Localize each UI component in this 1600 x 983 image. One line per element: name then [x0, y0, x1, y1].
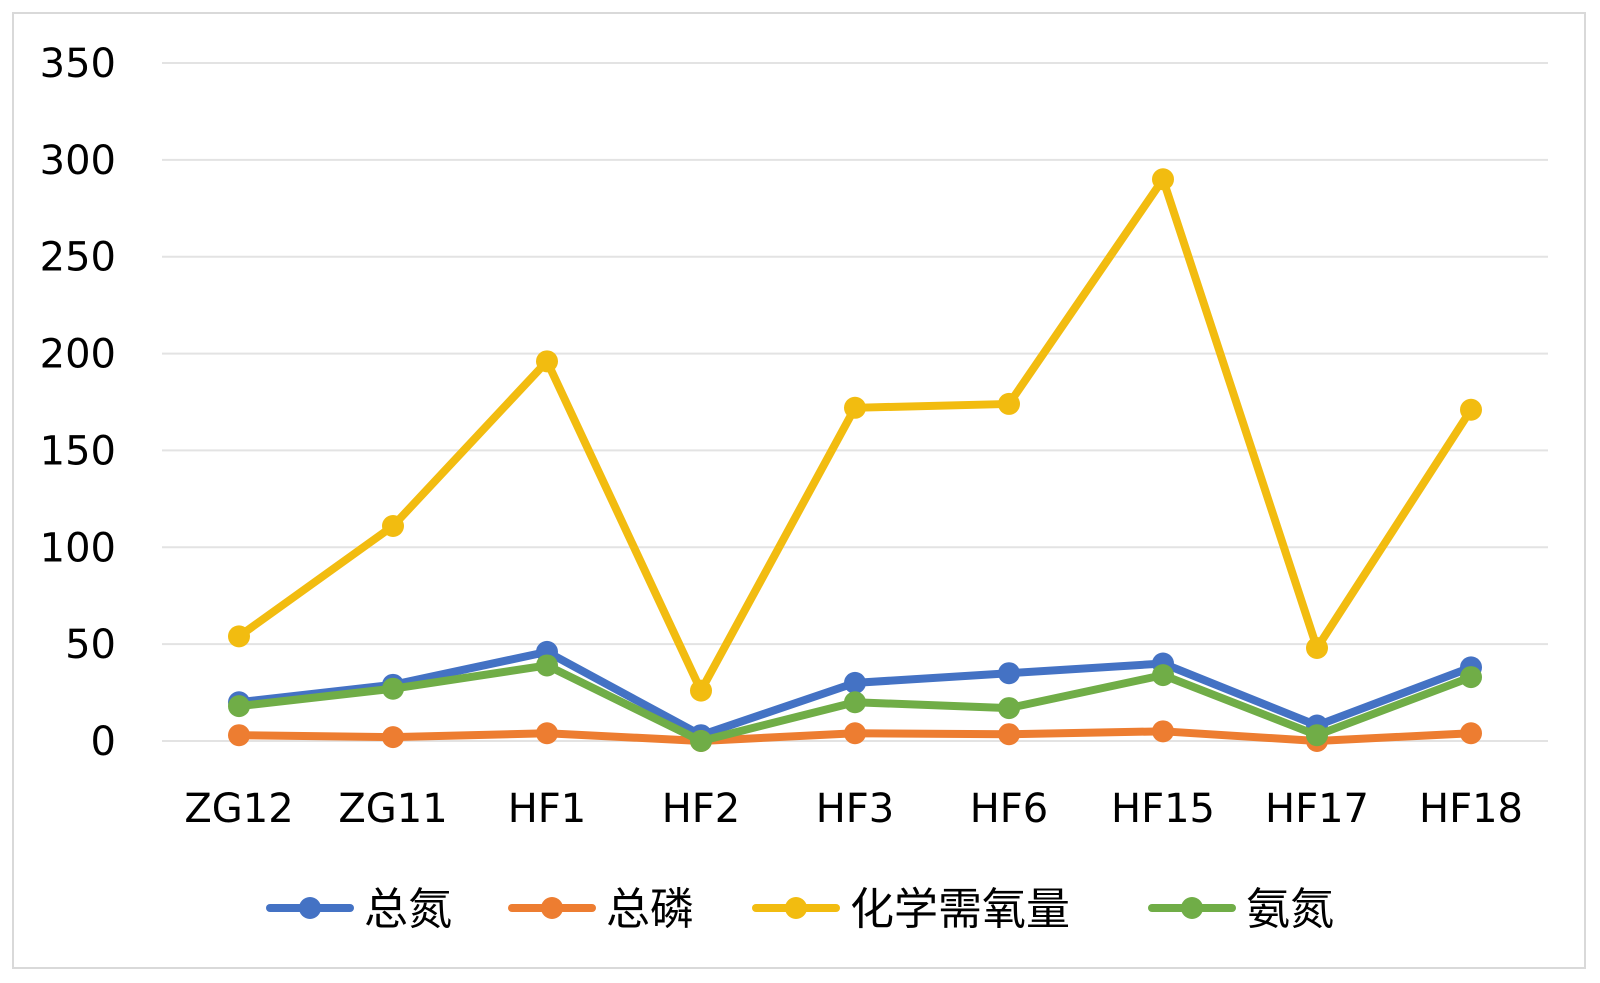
- series-3: [228, 654, 1482, 752]
- data-point: [998, 697, 1020, 720]
- x-tick-label: HF6: [970, 786, 1049, 832]
- data-point: [382, 677, 404, 700]
- x-tick-label: ZG11: [338, 786, 447, 832]
- x-tick-label: HF18: [1419, 786, 1523, 832]
- data-point: [998, 723, 1020, 746]
- x-tick-label: HF1: [508, 786, 587, 832]
- y-tick-label: 50: [65, 622, 116, 668]
- data-point: [1152, 720, 1174, 743]
- series-lines: [228, 168, 1482, 752]
- data-point: [690, 679, 712, 702]
- legend-swatch-marker: [541, 897, 563, 919]
- data-point: [228, 724, 250, 747]
- data-point: [844, 691, 866, 714]
- series-1: [228, 720, 1482, 752]
- data-point: [844, 671, 866, 694]
- legend-item: 总氮: [266, 884, 452, 935]
- y-axis-tick-labels: 0 50 100 150 200 250 300 350: [40, 41, 116, 765]
- y-tick-label: 350: [40, 41, 116, 87]
- data-point: [228, 695, 250, 718]
- legend-label: 氨氮: [1246, 884, 1334, 935]
- legend-item: 化学需氧量: [752, 884, 1070, 935]
- y-tick-label: 300: [40, 138, 116, 184]
- data-point: [1306, 724, 1328, 747]
- x-tick-label: HF17: [1265, 786, 1369, 832]
- legend: 总氮 总磷 化学需氧量 氨氮: [266, 884, 1334, 935]
- data-point: [1460, 722, 1482, 745]
- data-point: [1152, 168, 1174, 191]
- data-point: [1152, 664, 1174, 687]
- y-tick-label: 100: [40, 525, 116, 571]
- data-point: [844, 722, 866, 745]
- chart-frame: [12, 12, 1586, 969]
- y-tick-label: 150: [40, 428, 116, 474]
- legend-item: 氨氮: [1148, 884, 1334, 935]
- data-point: [382, 514, 404, 537]
- data-point: [536, 722, 558, 745]
- data-point: [228, 625, 250, 648]
- y-tick-label: 200: [40, 332, 116, 378]
- legend-swatch-marker: [299, 897, 321, 919]
- data-point: [844, 396, 866, 419]
- data-point: [536, 350, 558, 373]
- x-axis-tick-labels: ZG12 ZG11 HF1 HF2 HF3 HF6 HF15 HF17 HF18: [184, 786, 1523, 832]
- data-point: [690, 730, 712, 752]
- data-point: [536, 654, 558, 677]
- legend-label: 总氮: [364, 884, 452, 935]
- data-point: [382, 726, 404, 749]
- data-point: [1306, 637, 1328, 660]
- legend-item: 总磷: [508, 884, 694, 935]
- x-tick-label: HF15: [1111, 786, 1215, 832]
- data-point: [1460, 398, 1482, 421]
- series-2: [228, 168, 1482, 702]
- data-point: [998, 392, 1020, 415]
- x-tick-label: ZG12: [184, 786, 293, 832]
- y-tick-label: 250: [40, 235, 116, 281]
- y-tick-label: 0: [91, 719, 116, 765]
- data-point: [998, 662, 1020, 685]
- legend-swatch-marker: [1181, 897, 1203, 919]
- x-tick-label: HF3: [816, 786, 895, 832]
- data-point: [1460, 666, 1482, 689]
- legend-label: 化学需氧量: [850, 884, 1070, 935]
- legend-label: 总磷: [606, 884, 694, 935]
- legend-swatch-marker: [785, 897, 807, 919]
- x-tick-label: HF2: [662, 786, 741, 832]
